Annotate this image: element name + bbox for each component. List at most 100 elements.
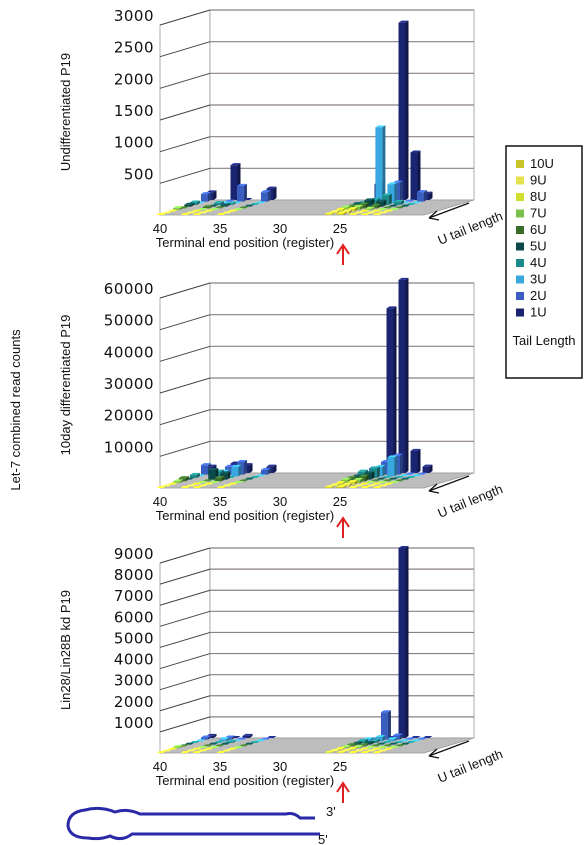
bar-side [382,735,386,742]
grid-line [159,72,211,89]
bar-side [382,464,386,477]
bar-top [203,482,214,485]
bar-top [342,482,353,485]
bar-top [371,747,382,750]
bar-top [227,747,238,750]
bar-top [376,199,387,202]
bar-top [336,485,347,488]
y-tick-label: 6000 [114,608,154,626]
bar [386,308,394,473]
bar-top [214,206,225,209]
y-axis-label: Undifferentiated P19 [58,53,73,171]
bar-top [416,472,427,475]
bar [260,469,268,475]
bar-side [342,481,346,485]
bar-top [244,742,255,745]
bar-top [184,202,195,205]
grid-line [159,568,211,585]
bar-top [197,481,208,483]
bar-side [238,464,242,477]
bar-top [203,747,214,750]
x-tick-label: 30 [273,494,287,509]
bar-side [359,741,363,745]
bar-top [231,464,242,467]
legend-swatch [516,275,524,284]
bar-top [371,482,382,485]
bar-top [216,486,227,488]
bar-side [231,735,235,740]
bar-top [184,742,195,745]
bar-side [180,206,184,210]
bar-top [389,208,400,210]
legend-swatch [516,308,524,317]
bar-top [167,482,178,485]
bar-top [377,208,388,210]
bar-top [398,277,409,280]
bar-top [227,209,238,212]
legend-label: 8U [530,189,547,204]
bar-top [260,737,271,740]
bar-top [224,199,235,202]
bar-top [348,486,359,488]
bar-top [370,744,381,747]
legend-swatch [516,292,524,300]
bar-top [394,744,405,747]
z-arrow [428,202,470,221]
bar-top [209,481,220,483]
bar-side [343,485,347,488]
bar-side [191,202,195,207]
bar-top [358,743,369,746]
bar-top [346,743,357,746]
bar-top [156,486,167,488]
grid-line [159,41,211,58]
grid-line [159,104,211,121]
z-arrow [428,740,470,759]
bar-top [347,747,358,750]
bar-side [343,750,347,753]
legend-label: 5U [530,239,547,254]
bar-top [366,484,377,487]
bar-top [162,211,173,214]
bar-side [267,190,271,202]
x-tick-label: 30 [273,759,287,774]
bar-top [216,751,227,753]
bar-side [232,739,236,743]
bar-top [422,736,433,738]
bar-top [383,482,394,485]
bar-top [411,201,422,204]
bar-top [394,206,405,209]
bar-top [371,209,382,212]
legend-label: 4U [530,255,547,270]
bar-side [342,747,346,750]
bar [375,127,383,204]
bar-side [394,455,398,477]
grid-line [159,716,211,733]
rna-label: 5' [318,832,328,845]
legend-swatch [516,160,524,168]
bar-top [354,211,365,214]
bar-top [422,464,433,467]
bar-top [359,747,370,750]
bar-top [191,482,202,485]
bar-top [178,476,189,479]
bar-top [382,206,393,209]
bar-top [222,484,233,487]
bar-top [359,209,370,212]
bar-top [209,208,220,210]
bar-top [220,471,231,474]
bar [324,487,332,488]
bar-top [266,736,277,738]
bar-top [189,472,200,475]
shared-y-label: Let-7 combined read counts [8,329,23,491]
bar-side [243,460,247,475]
bar-top [219,737,230,740]
bar [260,192,268,202]
bar-top [192,486,203,488]
legend-label: 7U [530,206,547,221]
legend-swatch [516,193,524,201]
bar-top [393,741,404,743]
bar [398,548,406,738]
grid-line [159,610,211,627]
bar-top [360,486,371,488]
y-tick-label: 7000 [114,587,154,605]
